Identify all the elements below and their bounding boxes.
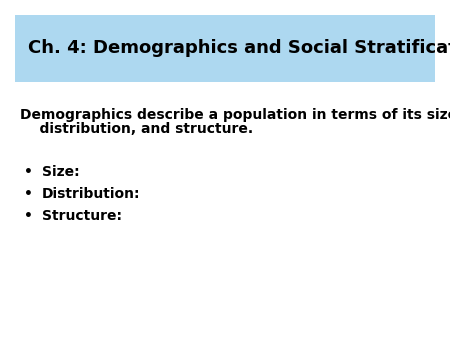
- Text: •: •: [23, 209, 32, 223]
- Text: Ch. 4: Demographics and Social Stratification: Ch. 4: Demographics and Social Stratific…: [28, 39, 450, 57]
- Text: Distribution:: Distribution:: [42, 187, 140, 201]
- Text: •: •: [23, 187, 32, 201]
- Text: Structure:: Structure:: [42, 209, 122, 223]
- Bar: [15, 15, 435, 82]
- Text: distribution, and structure.: distribution, and structure.: [20, 122, 253, 136]
- Text: Demographics describe a population in terms of its size,: Demographics describe a population in te…: [20, 108, 450, 122]
- Text: Size:: Size:: [42, 165, 80, 179]
- Text: •: •: [23, 165, 32, 179]
